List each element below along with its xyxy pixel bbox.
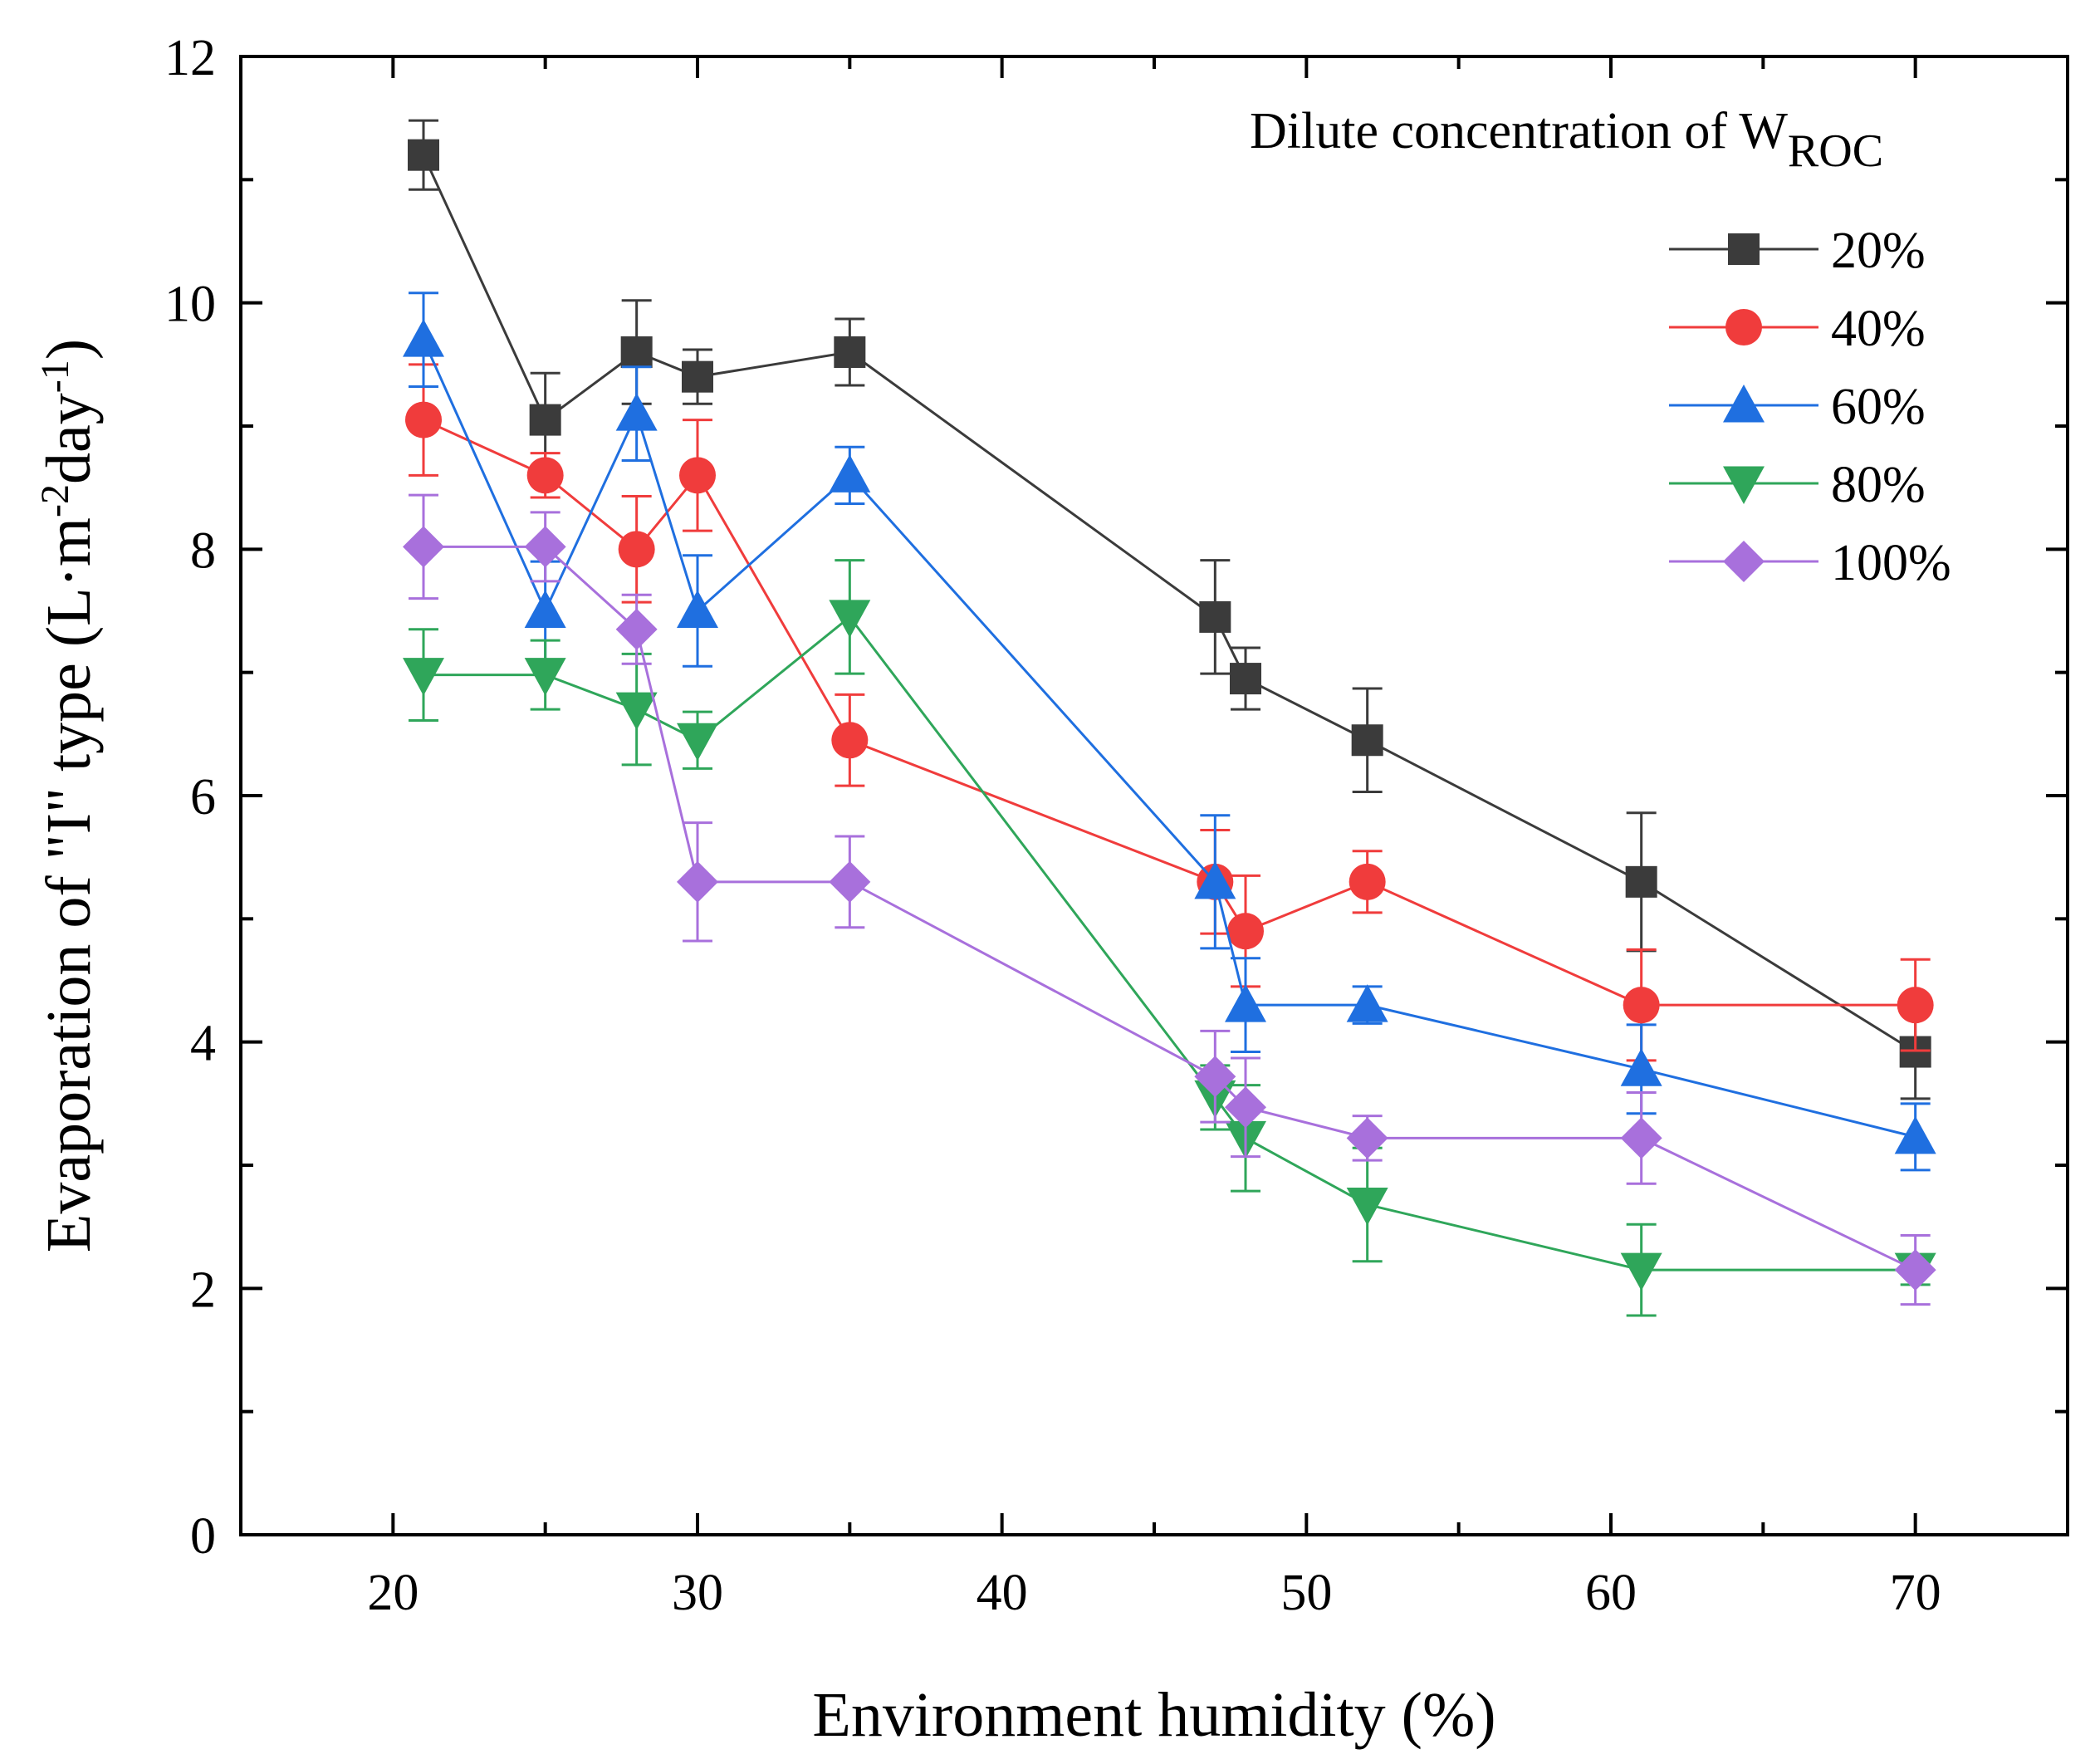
legend-label: 40% (1831, 301, 1926, 357)
x-tick-label: 30 (672, 1565, 723, 1621)
legend-title: Dilute concentration of WROC (1250, 103, 1883, 177)
marker-square (1625, 865, 1657, 898)
plot-frame (239, 55, 2069, 1536)
marker-triangle-up (829, 454, 871, 492)
marker-triangle-down (677, 723, 718, 762)
y-axis-title-end: ) (34, 339, 104, 360)
marker-diamond (1194, 1056, 1236, 1098)
marker-triangle-up (1346, 984, 1388, 1022)
series-80pct (403, 559, 1936, 1317)
y-axis-title: Evaporation of "I" type (L·m-2day-1) (33, 339, 104, 1252)
marker-circle (618, 531, 655, 568)
marker-circle (1227, 913, 1264, 950)
legend: Dilute concentration of WROC 20% 40% 60% 80… (1250, 103, 1951, 591)
y-tick-label: 10 (164, 277, 216, 333)
marker-diamond (1346, 1117, 1388, 1159)
axes: 20 30 40 50 60 70 0 2 4 6 8 10 12 (164, 30, 2068, 1621)
legend-title-sub: ROC (1788, 125, 1883, 177)
series-line (423, 545, 1916, 1272)
marker-triangle-up (615, 393, 658, 431)
series-line (423, 419, 1916, 1007)
marker-diamond (829, 860, 871, 903)
marker-diamond (524, 526, 566, 568)
x-tick-label: 50 (1280, 1565, 1332, 1621)
legend-item-80pct: 80% (1669, 457, 1926, 513)
marker-square (620, 336, 653, 368)
x-tick-label: 40 (977, 1565, 1028, 1621)
marker-diamond (403, 526, 444, 568)
y-axis-title-mid: day (34, 393, 104, 484)
legend-label: 20% (1831, 223, 1926, 279)
marker-square (1230, 663, 1261, 695)
marker-circle (679, 457, 716, 494)
marker-square (1351, 724, 1383, 757)
series-60pct (403, 292, 1936, 1172)
marker-triangle-down (403, 658, 444, 696)
legend-item-100pct: 100% (1669, 535, 1951, 591)
marker-triangle-down (615, 692, 658, 731)
marker-diamond (1620, 1117, 1662, 1159)
marker-square (408, 139, 439, 171)
legend-item-40pct: 40% (1669, 301, 1926, 357)
series-100pct (403, 493, 1936, 1306)
marker-circle (831, 722, 869, 759)
marker-triangle-up (524, 590, 566, 628)
marker-triangle-up (1620, 1048, 1662, 1086)
series-line (422, 154, 1916, 1053)
marker-circle (405, 401, 442, 439)
marker-triangle-up (1194, 860, 1236, 899)
marker-diamond (1723, 541, 1765, 582)
marker-triangle-up (1225, 984, 1266, 1022)
y-tick-label: 4 (190, 1016, 216, 1072)
x-axis-title: Environment humidity (%) (812, 1680, 1495, 1750)
legend-item-20pct: 20% (1669, 223, 1926, 279)
x-tick-label: 60 (1585, 1565, 1637, 1621)
marker-square (834, 336, 866, 368)
marker-triangle-down (829, 600, 871, 638)
marker-square (1728, 233, 1760, 265)
y-tick-label: 12 (164, 30, 216, 86)
series-line (423, 615, 1916, 1272)
legend-label: 60% (1831, 379, 1926, 435)
marker-triangle-up (677, 590, 718, 628)
marker-diamond (615, 608, 658, 650)
y-tick-label: 0 (190, 1508, 216, 1565)
legend-items: 20% 40% 60% 80% 100% (1669, 223, 1951, 591)
legend-label: 100% (1831, 535, 1951, 591)
marker-circle (1897, 987, 1934, 1024)
legend-item-60pct: 60% (1669, 379, 1926, 435)
marker-triangle-down (524, 658, 566, 696)
marker-diamond (1225, 1086, 1266, 1129)
legend-title-main: Dilute concentration of W (1250, 103, 1788, 159)
marker-triangle-down (1620, 1252, 1662, 1291)
x-tick-label: 70 (1890, 1565, 1941, 1621)
marker-triangle-up (1723, 385, 1765, 423)
x-tick-label: 20 (367, 1565, 419, 1621)
marker-circle (1623, 987, 1660, 1024)
marker-circle (1349, 863, 1386, 900)
y-tick-label: 6 (190, 769, 216, 826)
marker-triangle-down (1346, 1187, 1388, 1226)
y-axis-title-sup2: -1 (33, 360, 77, 393)
y-tick-label: 8 (190, 522, 216, 579)
series-line (422, 339, 1916, 1139)
legend-label: 80% (1831, 457, 1926, 513)
y-tick-label: 2 (190, 1262, 216, 1318)
y-axis-title-main: Evaporation of "I" type (L·m (34, 517, 104, 1252)
y-axis-title-sup1: -2 (33, 484, 77, 517)
marker-square (682, 360, 713, 393)
marker-circle (526, 457, 564, 494)
marker-triangle-down (1723, 466, 1765, 504)
marker-diamond (677, 860, 718, 903)
marker-square (529, 404, 561, 436)
marker-triangle-up (1894, 1115, 1936, 1154)
marker-square (1199, 600, 1231, 633)
marker-diamond (1894, 1249, 1936, 1291)
marker-circle (1725, 309, 1762, 345)
marker-triangle-up (403, 319, 444, 357)
series-group (403, 119, 1936, 1317)
